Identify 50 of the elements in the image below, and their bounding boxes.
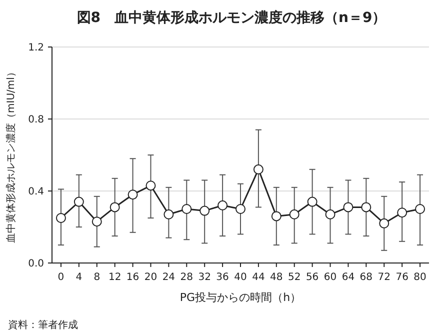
point xyxy=(110,202,120,212)
point xyxy=(361,202,372,212)
point xyxy=(379,218,390,228)
x-tick-label: 40 xyxy=(234,272,247,283)
point xyxy=(182,204,192,214)
y-tick-label: 0.4 xyxy=(28,186,44,198)
x-tick-label: 64 xyxy=(342,272,355,283)
y-tick-label: 1.2 xyxy=(28,42,44,54)
point xyxy=(253,164,264,174)
x-tick-label: 32 xyxy=(198,272,211,283)
point xyxy=(200,206,210,216)
point xyxy=(236,204,246,214)
y-tick-label: 0.0 xyxy=(28,258,44,270)
point xyxy=(218,200,228,210)
point xyxy=(164,209,174,220)
x-tick-label: 0 xyxy=(58,272,64,283)
chart-title: 図8 血中黄体形成ホルモン濃度の推移（n＝9） xyxy=(76,9,386,26)
point xyxy=(146,180,156,191)
y-tick-label: 0.8 xyxy=(28,114,44,126)
x-tick-label: 80 xyxy=(414,272,426,283)
point xyxy=(307,196,318,207)
point xyxy=(92,216,102,227)
point xyxy=(74,196,84,207)
x-tick-label: 60 xyxy=(324,272,337,283)
x-axis-title: PG投与からの時間（h） xyxy=(180,291,302,304)
x-tick-label: 52 xyxy=(288,272,301,283)
point xyxy=(271,211,282,222)
x-tick-label: 16 xyxy=(126,272,140,283)
x-tick-label: 76 xyxy=(396,272,408,283)
point xyxy=(415,204,426,214)
y-axis-title: 血中黄体形成ホルモン濃度（mIU/ml） xyxy=(5,67,17,243)
x-tick-label: 24 xyxy=(162,272,176,283)
x-tick-label: 12 xyxy=(108,272,122,283)
x-tick-label: 48 xyxy=(270,272,283,283)
x-tick-label: 36 xyxy=(216,272,229,283)
x-tick-label: 20 xyxy=(144,272,158,283)
x-tick-label: 44 xyxy=(252,272,265,283)
point xyxy=(343,202,354,212)
x-tick-label: 72 xyxy=(378,272,390,283)
point xyxy=(397,208,408,218)
x-tick-label: 68 xyxy=(360,272,373,283)
point xyxy=(56,213,66,223)
point xyxy=(325,209,336,220)
x-tick-label: 8 xyxy=(94,272,100,283)
point xyxy=(128,190,138,200)
point xyxy=(289,209,300,220)
x-tick-label: 28 xyxy=(180,272,194,283)
x-tick-label: 56 xyxy=(306,272,319,283)
x-tick-label: 4 xyxy=(76,272,82,283)
text: 資料：筆者作成 xyxy=(8,319,78,331)
